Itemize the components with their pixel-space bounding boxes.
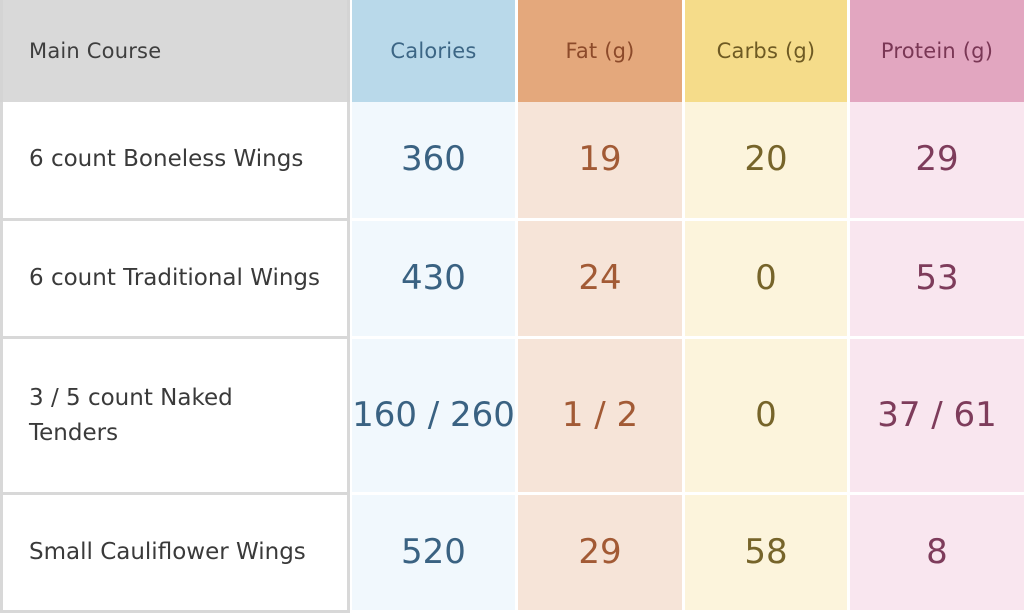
header-fat: Fat (g)	[515, 0, 682, 102]
table-row: 3 / 5 count Naked Tenders 160 / 260 1 / …	[0, 339, 1024, 496]
header-calories: Calories	[350, 0, 515, 102]
carbs-value: 20	[682, 102, 847, 221]
header-main-course: Main Course	[0, 0, 350, 102]
carbs-value: 0	[682, 220, 847, 340]
table-row: 6 count Boneless Wings 360 19 20 29	[0, 102, 1024, 221]
fat-value: 1 / 2	[515, 339, 682, 496]
item-name: 6 count Traditional Wings	[0, 220, 350, 340]
calories-value: 430	[350, 220, 515, 340]
fat-value: 29	[515, 495, 682, 613]
protein-value: 8	[847, 495, 1024, 613]
table-row: 6 count Traditional Wings 430 24 0 53	[0, 220, 1024, 340]
protein-value: 29	[847, 102, 1024, 221]
header-row: Main Course Calories Fat (g) Carbs (g) P…	[0, 0, 1024, 102]
table-row: Small Cauliflower Wings 520 29 58 8	[0, 495, 1024, 613]
item-name: 6 count Boneless Wings	[0, 102, 350, 221]
fat-value: 24	[515, 220, 682, 340]
header-carbs: Carbs (g)	[682, 0, 847, 102]
header-protein: Protein (g)	[847, 0, 1024, 102]
item-name: 3 / 5 count Naked Tenders	[0, 339, 350, 496]
protein-value: 37 / 61	[847, 339, 1024, 496]
calories-value: 360	[350, 102, 515, 221]
fat-value: 19	[515, 102, 682, 221]
calories-value: 160 / 260	[350, 339, 515, 496]
carbs-value: 0	[682, 339, 847, 496]
calories-value: 520	[350, 495, 515, 613]
carbs-value: 58	[682, 495, 847, 613]
protein-value: 53	[847, 220, 1024, 340]
item-name: Small Cauliflower Wings	[0, 495, 350, 613]
